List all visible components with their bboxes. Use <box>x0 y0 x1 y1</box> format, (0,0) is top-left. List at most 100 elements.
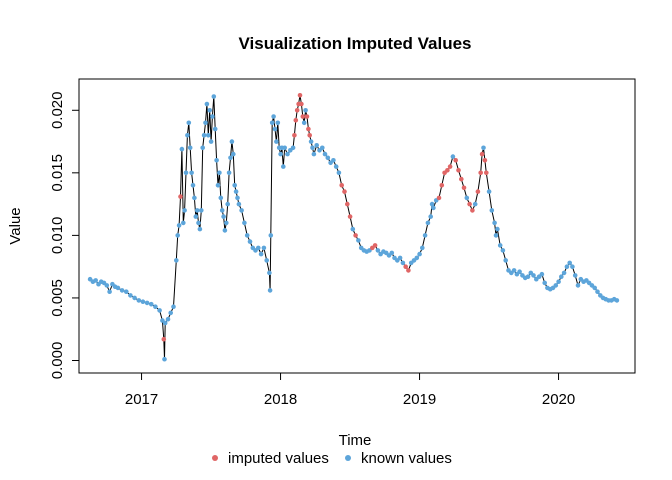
y-tick-label: 0.015 <box>49 154 66 192</box>
known-point <box>119 288 125 293</box>
known-point <box>525 274 531 280</box>
known-point <box>136 298 142 303</box>
known-point <box>272 126 278 132</box>
known-point <box>162 356 167 362</box>
known-point <box>128 293 133 298</box>
known-point <box>322 151 328 157</box>
y-tick-label: 0.020 <box>49 92 66 130</box>
known-point <box>397 255 403 261</box>
known-point <box>258 251 264 257</box>
known-point <box>303 108 308 113</box>
known-point <box>500 248 506 253</box>
known-point <box>182 208 187 213</box>
known-point <box>556 279 561 285</box>
imputed-point <box>484 170 489 176</box>
known-point <box>285 151 290 157</box>
imputed-point <box>306 126 311 132</box>
imputed-point <box>178 194 183 199</box>
known-point <box>592 285 597 291</box>
imputed-point <box>372 243 378 248</box>
legend-item-known: known values <box>345 450 452 467</box>
known-point <box>140 299 146 305</box>
legend-marker <box>345 455 351 461</box>
known-point <box>489 208 495 213</box>
known-point <box>575 283 581 288</box>
known-point <box>261 245 267 251</box>
y-tick-label: 0.005 <box>49 279 66 317</box>
known-point <box>193 214 199 219</box>
known-point <box>511 268 517 273</box>
imputed-point <box>293 118 299 123</box>
imputed-point <box>447 164 453 169</box>
known-point <box>559 274 564 280</box>
known-point <box>553 283 559 288</box>
imputed-point <box>406 268 411 273</box>
known-point <box>572 273 578 278</box>
known-point <box>429 201 435 207</box>
known-point <box>192 195 197 201</box>
known-point <box>197 226 203 232</box>
known-point <box>144 300 150 306</box>
x-tick-label: 2017 <box>125 391 158 408</box>
y-axis: 0.000 0.005 0.010 0.015 0.020 <box>49 92 80 379</box>
known-point <box>231 151 236 157</box>
known-point <box>222 228 228 233</box>
known-point <box>481 145 486 151</box>
known-point <box>153 304 158 310</box>
known-point <box>189 170 194 176</box>
imputed-point <box>342 189 347 194</box>
imputed-point <box>403 264 409 270</box>
known-point <box>219 208 225 213</box>
legend-marker <box>212 455 218 461</box>
known-point <box>336 170 342 176</box>
known-point <box>224 220 229 226</box>
imputed-point <box>467 201 472 207</box>
imputed-point <box>453 158 459 163</box>
known-point <box>389 250 395 256</box>
imputed-point <box>292 133 297 138</box>
known-point <box>244 233 250 238</box>
known-point <box>214 158 219 163</box>
known-point <box>199 208 204 213</box>
known-point <box>428 214 434 219</box>
known-point <box>115 285 121 291</box>
known-point <box>229 139 235 144</box>
known-point <box>539 271 545 277</box>
known-point <box>542 280 547 286</box>
known-point <box>185 133 190 138</box>
legend-label: known values <box>361 450 452 467</box>
imputed-point <box>482 158 488 163</box>
chart-title: Visualization Imputed Values <box>238 34 471 53</box>
known-point <box>561 270 567 276</box>
known-point <box>311 151 317 157</box>
x-tick-label: 2018 <box>264 391 297 408</box>
known-point <box>614 298 620 303</box>
known-point <box>107 289 112 295</box>
imputed-point <box>300 114 306 119</box>
known-point <box>206 133 211 138</box>
y-tick-label: 0.010 <box>49 217 66 255</box>
known-point <box>171 304 176 310</box>
imputed-point <box>445 168 450 173</box>
known-point <box>417 251 422 257</box>
known-point <box>267 270 272 276</box>
known-point <box>200 145 205 151</box>
imputed-point <box>479 151 485 157</box>
known-point <box>567 260 572 266</box>
known-point <box>210 114 215 119</box>
known-point <box>183 170 189 176</box>
imputed-point <box>299 101 304 107</box>
known-point <box>226 170 232 176</box>
imputed-point <box>347 214 353 219</box>
imputed-point <box>304 114 310 119</box>
known-point <box>595 289 600 295</box>
known-point <box>239 208 244 213</box>
known-point <box>314 143 320 148</box>
known-point <box>104 283 110 288</box>
known-point <box>242 220 247 226</box>
known-point <box>486 189 492 194</box>
known-point <box>149 301 154 307</box>
imputed-point <box>439 183 445 188</box>
known-point <box>492 220 497 226</box>
